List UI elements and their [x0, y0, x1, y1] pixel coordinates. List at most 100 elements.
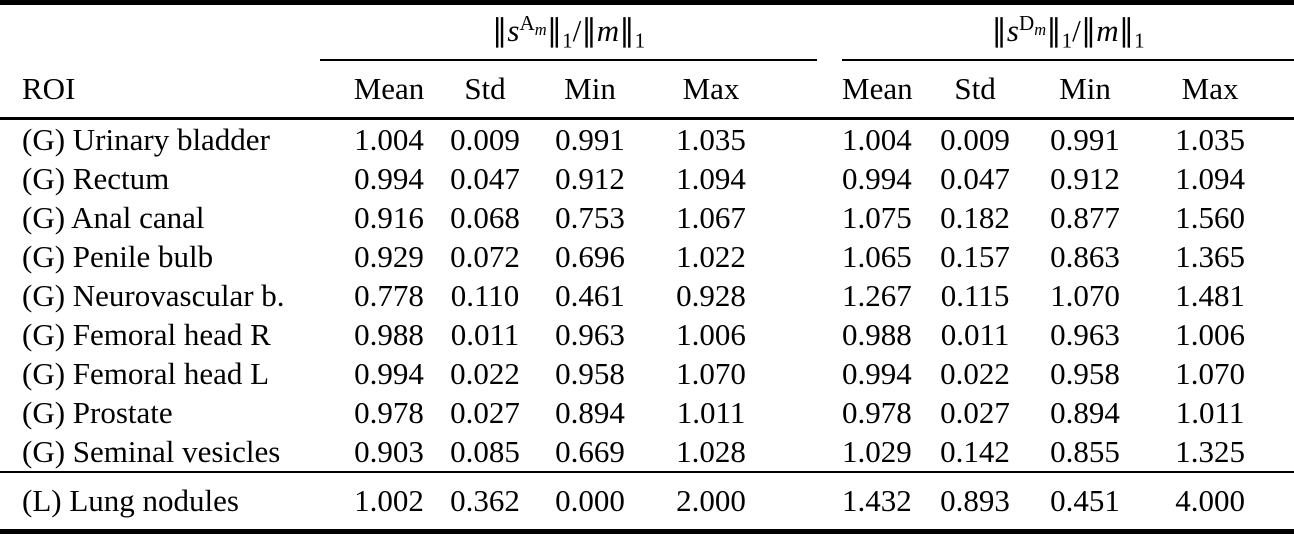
cell-d-std: 0.027: [940, 394, 1010, 430]
col-header-a-min: Min: [530, 60, 650, 120]
group-header-a: ∥sAm∥1/∥m∥1: [320, 2, 818, 61]
cell-a-min: 0.000: [555, 483, 625, 518]
table-row-prostate: (G) Prostate 0.978 0.027 0.894 1.011 0.9…: [0, 393, 1294, 432]
cell-d-std: 0.182: [940, 199, 1010, 235]
cell-d-mean: 1.004: [842, 121, 912, 157]
table-row-urinary-bladder: (G) Urinary bladder 1.004 0.009 0.991 1.…: [0, 119, 1294, 160]
cell-a-mean: 0.916: [354, 199, 424, 235]
table-row-anal-canal: (G) Anal canal 0.916 0.068 0.753 1.067 1…: [0, 198, 1294, 237]
cell-a-min: 0.958: [555, 355, 625, 391]
group-gap-spacer: [817, 3, 842, 61]
cell-d-std: 0.009: [940, 121, 1010, 157]
col-header-d-std: Std: [930, 60, 1021, 120]
group-gap-spacer: [817, 119, 842, 160]
table-row-penile-bulb: (G) Penile bulb 0.929 0.072 0.696 1.022 …: [0, 237, 1294, 276]
cell-d-max: 1.560: [1175, 199, 1245, 235]
cell-d-min: 0.863: [1050, 238, 1120, 274]
roi-header-spacer: [0, 3, 320, 61]
cell-d-min: 0.451: [1050, 483, 1120, 518]
cell-a-mean: 0.903: [320, 432, 440, 473]
table-row-seminal-vesicles: (G) Seminal vesicles 0.903 0.085 0.669 1…: [0, 432, 1294, 473]
cell-a-std: 0.027: [450, 394, 520, 430]
group-header-d: ∥sDm∥1/∥m∥1: [842, 2, 1294, 61]
cell-a-min: 0.963: [555, 316, 625, 352]
cell-d-std: 0.022: [940, 355, 1010, 391]
norm-ratio-formula-a: ∥sAm∥1/∥m∥1: [491, 10, 646, 53]
cell-d-std: 0.115: [940, 277, 1010, 313]
cell-d-mean: 1.432: [842, 483, 912, 518]
cell-a-max: 1.070: [676, 355, 746, 391]
cell-a-std: 0.072: [450, 238, 520, 274]
cell-d-std: 0.011: [940, 316, 1010, 352]
cell-d-min: 0.963: [1050, 316, 1120, 352]
cell-d-max: 1.035: [1175, 121, 1245, 157]
cell-a-min: 0.696: [555, 238, 625, 274]
cell-d-mean: 1.029: [842, 432, 931, 473]
roi-cell: (G) Urinary bladder: [22, 121, 270, 157]
cell-d-min: 0.991: [1050, 121, 1120, 157]
cell-a-min: 0.669: [530, 432, 650, 473]
cell-a-min: 0.912: [555, 160, 625, 196]
norm-ratio-formula-d: ∥sDm∥1/∥m∥1: [991, 10, 1145, 53]
cell-a-mean: 1.002: [354, 483, 424, 518]
col-header-roi: ROI: [0, 60, 320, 120]
cell-a-max: 1.011: [676, 394, 746, 430]
col-header-a-mean: Mean: [320, 60, 440, 120]
cell-a-std: 0.110: [450, 277, 520, 313]
roi-cell: (G) Rectum: [22, 160, 170, 196]
cell-d-max: 1.481: [1175, 277, 1245, 313]
cell-d-mean: 0.988: [842, 316, 912, 352]
cell-d-min: 1.070: [1050, 277, 1120, 313]
group-gap-spacer: [817, 276, 842, 315]
cell-a-std: 0.362: [450, 483, 520, 518]
cell-d-max: 1.070: [1175, 355, 1245, 391]
cell-d-max: 1.094: [1175, 160, 1245, 196]
cell-d-min: 0.958: [1050, 355, 1120, 391]
cell-a-mean: 0.978: [354, 394, 424, 430]
cell-d-max: 1.006: [1175, 316, 1245, 352]
group-gap-spacer: [817, 354, 842, 393]
table-row-neurovascular-b: (G) Neurovascular b. 0.778 0.110 0.461 0…: [0, 276, 1294, 315]
table-row-lung-nodules: (L) Lung nodules 1.002 0.362 0.000 2.000…: [0, 472, 1294, 532]
cell-d-mean: 1.075: [842, 199, 912, 235]
cell-a-max: 1.094: [676, 160, 746, 196]
group-gap-spacer: [817, 393, 842, 432]
cell-a-mean: 0.994: [354, 355, 424, 391]
cell-a-max: 1.028: [650, 432, 818, 473]
roi-cell: (G) Penile bulb: [22, 238, 214, 274]
cell-d-max: 1.325: [1150, 432, 1294, 473]
roi-cell: (G) Neurovascular b.: [22, 277, 285, 313]
col-header-d-min: Min: [1020, 60, 1151, 120]
cell-a-mean: 0.994: [354, 160, 424, 196]
cell-d-mean: 0.994: [842, 355, 912, 391]
cell-d-mean: 0.994: [842, 160, 912, 196]
group-gap-spacer: [817, 472, 842, 532]
cell-a-mean: 1.004: [354, 121, 424, 157]
cell-a-min: 0.461: [555, 277, 625, 313]
cell-d-mean: 1.065: [842, 238, 912, 274]
cell-a-std: 0.085: [440, 432, 530, 473]
group-gap-spacer: [817, 315, 842, 354]
cell-a-mean: 0.778: [354, 277, 424, 313]
cell-d-min: 0.877: [1050, 199, 1120, 235]
cell-a-max: 1.035: [676, 121, 746, 157]
group-gap-spacer: [817, 237, 842, 276]
cell-d-std: 0.893: [940, 483, 1010, 518]
table-row-rectum: (G) Rectum 0.994 0.047 0.912 1.094 0.994…: [0, 159, 1294, 198]
cell-d-max: 1.365: [1175, 238, 1245, 274]
cell-d-std: 0.157: [940, 238, 1010, 274]
cell-a-std: 0.068: [450, 199, 520, 235]
cell-a-mean: 0.988: [354, 316, 424, 352]
table-row-femoral-head-l: (G) Femoral head L 0.994 0.022 0.958 1.0…: [0, 354, 1294, 393]
cell-d-max: 4.000: [1175, 483, 1245, 518]
cell-d-min: 0.855: [1020, 432, 1151, 473]
cell-d-mean: 0.978: [842, 394, 912, 430]
cell-d-min: 0.912: [1050, 160, 1120, 196]
cell-a-std: 0.009: [450, 121, 520, 157]
cell-a-max: 1.067: [676, 199, 746, 235]
roi-cell: (G) Femoral head L: [22, 355, 270, 391]
roi-cell: (G) Anal canal: [22, 199, 205, 235]
col-header-a-std: Std: [440, 60, 530, 120]
col-header-d-mean: Mean: [842, 60, 931, 120]
